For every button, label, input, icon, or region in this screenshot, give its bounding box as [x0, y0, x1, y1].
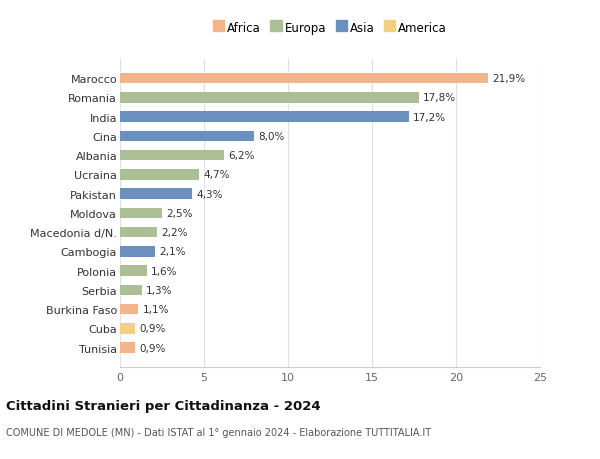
Bar [120, 266, 147, 276]
Bar [120, 93, 419, 103]
Text: 2,5%: 2,5% [166, 208, 193, 218]
Bar [120, 285, 142, 296]
Text: 0,9%: 0,9% [139, 343, 166, 353]
Bar [120, 324, 135, 334]
Bar [120, 131, 254, 142]
Text: Cittadini Stranieri per Cittadinanza - 2024: Cittadini Stranieri per Cittadinanza - 2… [6, 399, 320, 412]
Bar [120, 189, 192, 200]
Bar [120, 112, 409, 123]
Text: 1,3%: 1,3% [146, 285, 173, 295]
Text: 4,7%: 4,7% [203, 170, 230, 180]
Text: 0,9%: 0,9% [139, 324, 166, 334]
Bar [120, 170, 199, 180]
Bar [120, 227, 157, 238]
Text: 6,2%: 6,2% [229, 151, 255, 161]
Text: 17,8%: 17,8% [423, 93, 457, 103]
Legend: Africa, Europa, Asia, America: Africa, Europa, Asia, America [211, 19, 449, 37]
Bar [120, 343, 135, 353]
Text: 1,1%: 1,1% [143, 304, 169, 314]
Text: 8,0%: 8,0% [259, 132, 285, 141]
Text: 21,9%: 21,9% [492, 74, 525, 84]
Text: 1,6%: 1,6% [151, 266, 178, 276]
Bar [120, 151, 224, 161]
Text: 2,1%: 2,1% [160, 247, 186, 257]
Bar [120, 73, 488, 84]
Text: 2,2%: 2,2% [161, 228, 188, 238]
Bar [120, 246, 155, 257]
Text: COMUNE DI MEDOLE (MN) - Dati ISTAT al 1° gennaio 2024 - Elaborazione TUTTITALIA.: COMUNE DI MEDOLE (MN) - Dati ISTAT al 1°… [6, 427, 431, 437]
Bar [120, 304, 139, 315]
Bar [120, 208, 162, 219]
Text: 4,3%: 4,3% [196, 189, 223, 199]
Text: 17,2%: 17,2% [413, 112, 446, 123]
